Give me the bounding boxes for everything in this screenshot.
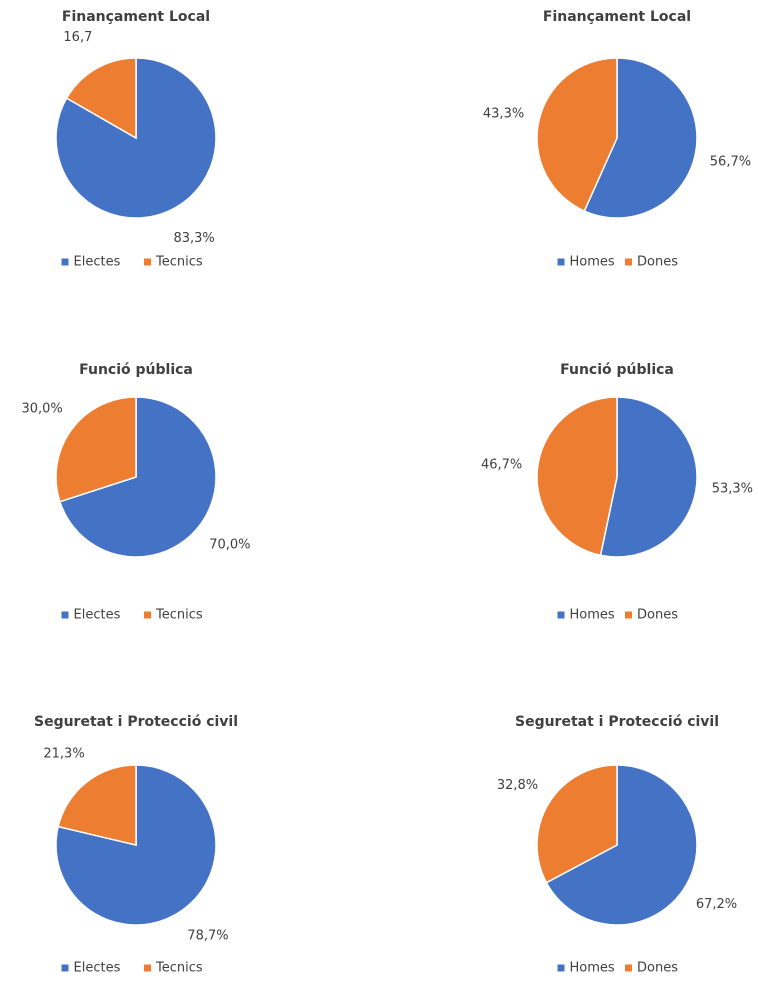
legend-label: Dones (637, 961, 678, 976)
legend-label: Tecnics (155, 608, 203, 623)
data-label: 30,0% (21, 401, 62, 416)
legend-label: Homes (570, 255, 615, 270)
legend-marker (61, 258, 69, 266)
pie-slice (599, 396, 698, 558)
legend-label: Dones (637, 608, 678, 623)
legend-label: Dones (637, 255, 678, 270)
pie-slice (536, 396, 618, 557)
legend-label: Electes (74, 608, 121, 623)
data-label: 67,2% (696, 897, 737, 912)
pie-slice (58, 396, 217, 558)
pie-slice (55, 396, 137, 503)
legend-marker (625, 611, 632, 619)
data-label: 53,3% (712, 482, 753, 497)
pie-slice (583, 57, 698, 219)
legend-marker (144, 258, 151, 266)
legend-label: Electes (74, 961, 121, 976)
legend-label: Tecnics (155, 255, 203, 270)
pie-slice (65, 57, 137, 140)
chart-title: Seguretat i Protecció civil (34, 714, 238, 730)
legend-marker (144, 611, 151, 619)
pie-slice (545, 764, 698, 926)
data-label: 70,0% (209, 538, 250, 553)
data-label: 78,7% (187, 928, 228, 943)
legend-marker (557, 258, 565, 266)
legend-marker (144, 964, 151, 972)
chart-title: Seguretat i Protecció civil (515, 714, 719, 730)
chart-title: Funció pública (560, 362, 674, 378)
data-label: 83,3% (173, 231, 214, 246)
data-label: 16,7 (63, 30, 92, 45)
data-label: 46,7% (481, 457, 522, 472)
legend-marker (625, 964, 632, 972)
legend-marker (61, 611, 69, 619)
legend-label: Tecnics (155, 961, 203, 976)
legend-marker (625, 258, 632, 266)
data-label: 43,3% (483, 106, 524, 121)
data-label: 21,3% (43, 747, 84, 762)
chart-title: Funció pública (79, 362, 193, 378)
legend-label: Homes (570, 961, 615, 976)
legend-marker (557, 611, 565, 619)
chart-title: Finançament Local (62, 9, 210, 25)
legend-marker (61, 964, 69, 972)
legend-label: Electes (74, 255, 121, 270)
chart-title: Finançament Local (543, 9, 691, 25)
legend-label: Homes (570, 608, 615, 623)
data-label: 32,8% (497, 778, 538, 793)
pie-slice (536, 764, 618, 884)
legend-marker (557, 964, 565, 972)
pie-slice (536, 57, 618, 213)
data-label: 56,7% (710, 155, 751, 170)
pie-slice (57, 764, 137, 846)
